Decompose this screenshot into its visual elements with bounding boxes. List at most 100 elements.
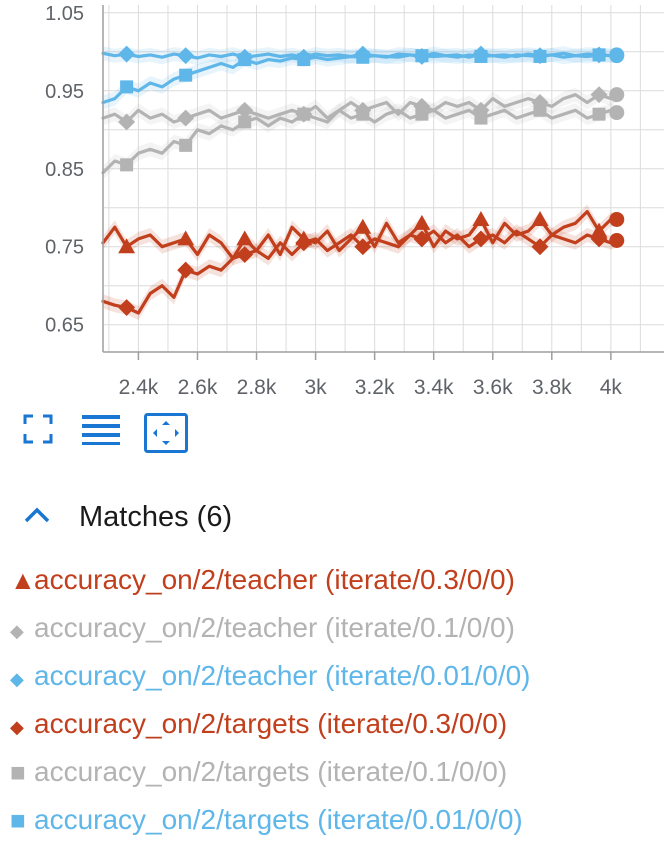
series-markers [118, 45, 625, 317]
data-point-marker [533, 49, 547, 63]
data-point-marker [531, 238, 549, 256]
data-point-marker [472, 230, 490, 248]
data-point-marker [236, 246, 254, 263]
y-tick-labels: 1.05 0.95 0.85 0.75 0.65 [45, 3, 84, 337]
diamond-marker-icon: ◆ [10, 669, 24, 689]
diamond-marker-icon: ◆ [10, 621, 24, 641]
toggle-log-scale-button[interactable] [82, 413, 126, 453]
data-point-marker [238, 53, 252, 67]
x-tick-label: 2.6k [178, 376, 218, 399]
data-point-marker [179, 68, 193, 82]
data-point-marker [590, 230, 608, 248]
x-tick-label: 2.4k [119, 376, 159, 399]
chart-toolbar [22, 413, 222, 455]
data-point-marker [120, 80, 134, 94]
series-lines [101, 51, 619, 315]
y-tick-label: 0.75 [45, 237, 84, 259]
match-run-item[interactable]: ◆ accuracy_on/2/teacher (iterate/0.1/0/0) [10, 604, 660, 652]
data-point-marker [118, 113, 136, 131]
data-point-marker [590, 222, 608, 238]
series-band [103, 103, 617, 180]
x-tick-label: 4k [600, 376, 623, 399]
y-tick-label: 1.05 [45, 3, 84, 25]
chevron-up-icon [24, 507, 50, 523]
series-end-marker [609, 48, 625, 64]
x-tick-label: 3.8k [532, 376, 572, 399]
collapse-matches-button[interactable] [22, 505, 56, 531]
data-point-marker [356, 50, 370, 64]
data-point-marker [179, 138, 193, 152]
x-tick-label: 3.2k [355, 376, 395, 399]
data-point-marker [238, 115, 252, 129]
data-point-marker [415, 107, 429, 121]
data-point-marker [118, 238, 136, 254]
data-point-marker [297, 107, 311, 121]
data-point-marker [590, 86, 608, 104]
data-point-marker [592, 48, 606, 62]
x-tick-label: 2.8k [237, 376, 277, 399]
match-run-item[interactable]: ■ accuracy_on/2/targets (iterate/0.01/0/0… [10, 796, 660, 844]
data-point-marker [415, 49, 429, 63]
matches-section-header: Matches (6) [22, 497, 422, 541]
data-point-marker [533, 103, 547, 117]
diamond-marker-icon: ◆ [10, 717, 24, 737]
data-point-marker [177, 109, 195, 127]
data-point-marker [354, 238, 372, 256]
data-point-marker [177, 261, 195, 279]
data-point-marker [236, 230, 254, 246]
data-point-marker [413, 230, 431, 248]
match-run-label: accuracy_on/2/teacher (iterate/0.3/0/0) [34, 564, 515, 595]
data-point-marker [118, 45, 136, 63]
match-run-item[interactable]: ◆ accuracy_on/2/targets (iterate/0.3/0/0) [10, 700, 660, 748]
list-icon [82, 415, 120, 445]
fit-domain-icon [144, 413, 188, 453]
line-chart[interactable]: 1.05 0.95 0.85 0.75 0.65 2.4k 2.6k 2.8k 3k 3.2k 3… [0, 0, 664, 405]
match-run-item[interactable]: ◆ accuracy_on/2/teacher (iterate/0.01/0/0… [10, 652, 660, 700]
triangle-marker-icon: ▲ [10, 565, 36, 595]
data-point-marker [592, 107, 606, 121]
data-point-marker [356, 107, 370, 121]
data-point-marker [413, 214, 431, 230]
data-point-marker [472, 210, 490, 226]
data-point-marker [177, 47, 195, 65]
match-run-label: accuracy_on/2/targets (iterate/0.1/0/0) [34, 756, 508, 787]
series-end-marker [609, 87, 625, 103]
match-run-item[interactable]: ■ accuracy_on/2/targets (iterate/0.1/0/0) [10, 748, 660, 796]
match-run-label: accuracy_on/2/teacher (iterate/0.01/0/0) [34, 660, 531, 691]
matches-title: Matches (6) [79, 501, 233, 533]
fit-domain-button[interactable] [144, 413, 188, 453]
data-point-marker [474, 111, 488, 125]
data-point-marker [236, 101, 254, 119]
match-run-label: accuracy_on/2/teacher (iterate/0.1/0/0) [34, 612, 515, 643]
data-point-marker [297, 53, 311, 67]
data-point-marker [474, 49, 488, 63]
match-run-item[interactable]: ▲accuracy_on/2/teacher (iterate/0.3/0/0) [10, 556, 660, 604]
match-run-label: accuracy_on/2/targets (iterate/0.3/0/0) [34, 708, 508, 739]
fullscreen-icon [23, 414, 53, 444]
match-run-label: accuracy_on/2/targets (iterate/0.01/0/0) [34, 804, 523, 835]
fullscreen-button[interactable] [22, 413, 66, 453]
x-tick-label: 3.4k [414, 376, 454, 399]
smoothing-bands [103, 46, 617, 320]
data-point-marker [177, 230, 195, 246]
y-tick-label: 0.65 [45, 315, 84, 337]
square-marker-icon: ■ [10, 757, 26, 787]
series-band [103, 47, 617, 110]
axes [102, 5, 664, 360]
series-band [103, 204, 617, 266]
data-point-marker [531, 210, 549, 226]
data-point-marker [118, 299, 136, 317]
y-tick-label: 0.95 [45, 81, 84, 103]
x-tick-label: 3k [304, 376, 327, 399]
data-point-marker [295, 234, 313, 252]
matches-list: ▲accuracy_on/2/teacher (iterate/0.3/0/0)… [10, 556, 660, 844]
x-tick-labels: 2.4k 2.6k 2.8k 3k 3.2k 3.4k 3.6k 3.8k 4k [119, 376, 623, 399]
data-point-marker [531, 94, 549, 111]
x-tick-label: 3.6k [473, 376, 513, 399]
data-point-marker [120, 158, 134, 172]
square-marker-icon: ■ [10, 805, 26, 835]
data-point-marker [354, 218, 372, 234]
series-end-marker [609, 211, 625, 227]
y-tick-label: 0.85 [45, 159, 84, 181]
series-end-marker [609, 105, 625, 121]
